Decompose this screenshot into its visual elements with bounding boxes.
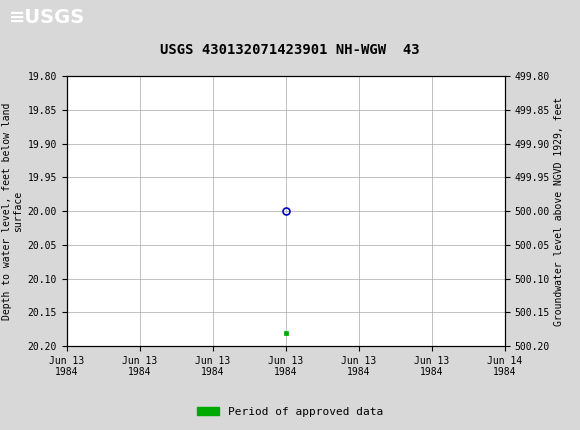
- Legend: Period of approved data: Period of approved data: [193, 402, 387, 421]
- Text: USGS 430132071423901 NH-WGW  43: USGS 430132071423901 NH-WGW 43: [160, 43, 420, 57]
- Y-axis label: Groundwater level above NGVD 1929, feet: Groundwater level above NGVD 1929, feet: [554, 97, 564, 326]
- Text: ≡USGS: ≡USGS: [9, 8, 85, 27]
- Y-axis label: Depth to water level, feet below land
surface: Depth to water level, feet below land su…: [2, 102, 23, 320]
